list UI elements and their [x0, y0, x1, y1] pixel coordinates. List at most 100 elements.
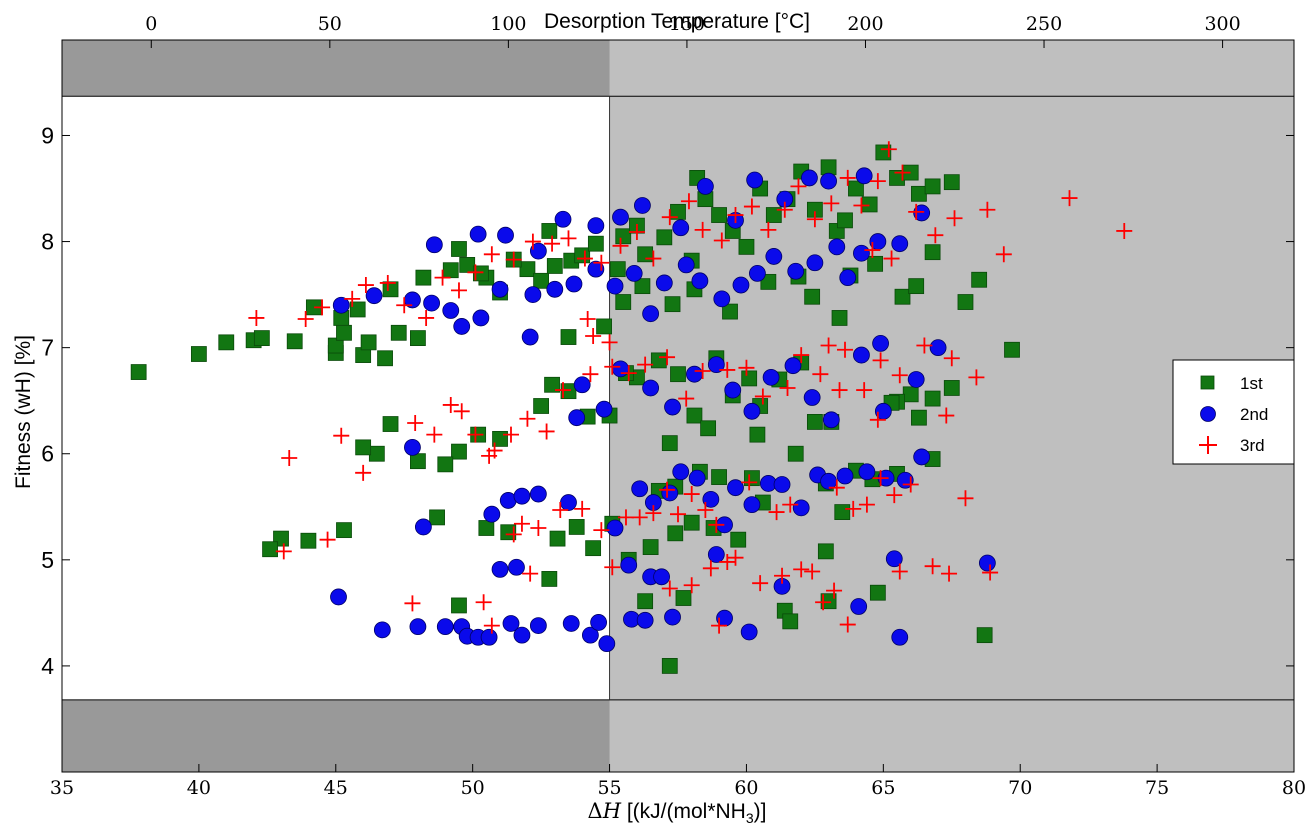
- data-point: [655, 274, 673, 292]
- x-tick-label: 60: [734, 777, 758, 799]
- data-point: [355, 464, 372, 481]
- data-point: [941, 565, 958, 582]
- data-point: [281, 449, 298, 466]
- data-point: [529, 485, 547, 503]
- data-point: [817, 543, 834, 560]
- data-point: [574, 500, 591, 517]
- data-point: [579, 311, 596, 328]
- data-point: [513, 487, 531, 505]
- data-point: [907, 371, 925, 388]
- data-point: [642, 379, 660, 397]
- data-point: [645, 250, 662, 267]
- data-point: [787, 262, 805, 280]
- data-point: [653, 568, 670, 586]
- data-point: [762, 368, 780, 386]
- data-point: [864, 242, 881, 259]
- data-point: [683, 577, 700, 594]
- data-point: [891, 628, 909, 646]
- data-point: [869, 173, 886, 190]
- data-point: [694, 221, 711, 238]
- data-point: [916, 337, 933, 354]
- data-point: [377, 350, 393, 367]
- data-point: [754, 388, 771, 405]
- data-point: [587, 217, 605, 235]
- data-point: [686, 365, 703, 383]
- data-point: [355, 439, 372, 456]
- data-point: [691, 272, 709, 290]
- data-point: [604, 358, 621, 375]
- data-point: [365, 287, 383, 305]
- data-point: [631, 480, 649, 498]
- data-point: [483, 505, 501, 523]
- top-x-axis-label: Desorption Temperature [°C]: [544, 10, 810, 33]
- data-point: [707, 546, 725, 563]
- data-point: [803, 389, 821, 406]
- data-point: [727, 479, 744, 497]
- data-point: [806, 414, 823, 430]
- data-point: [218, 334, 235, 351]
- data-point: [708, 516, 725, 533]
- data-point: [190, 346, 207, 362]
- data-point: [410, 330, 426, 347]
- data-point: [634, 278, 651, 295]
- legend-label-3rd: 3rd: [1240, 436, 1265, 455]
- data-point: [467, 264, 484, 281]
- data-point: [631, 509, 648, 526]
- legend-label-1st: 1st: [1240, 374, 1263, 393]
- data-point: [524, 286, 542, 304]
- data-point: [300, 532, 317, 549]
- data-point: [722, 303, 738, 320]
- data-point: [855, 167, 873, 185]
- data-point: [585, 327, 602, 344]
- x-axis-label-delta: Δ: [588, 799, 603, 823]
- data-point: [683, 486, 700, 503]
- data-point: [480, 628, 498, 646]
- y-tick-label: 7: [41, 335, 54, 361]
- data-point: [560, 230, 577, 247]
- data-point: [436, 618, 454, 636]
- data-point: [924, 244, 941, 261]
- data-point: [911, 409, 927, 426]
- data-point: [765, 207, 782, 223]
- x-tick-label: 65: [871, 777, 895, 799]
- data-point: [711, 469, 727, 485]
- data-point: [667, 525, 684, 542]
- data-point: [426, 426, 443, 443]
- y-tick-label: 4: [41, 653, 54, 679]
- data-point: [601, 334, 618, 351]
- data-point: [568, 409, 586, 427]
- data-point: [995, 246, 1012, 263]
- data-point: [357, 277, 374, 294]
- data-point: [336, 522, 352, 539]
- data-point: [620, 556, 638, 574]
- legend-box: [1172, 359, 1295, 465]
- data-point: [404, 595, 421, 612]
- data-point: [593, 254, 610, 271]
- data-point: [886, 487, 903, 504]
- data-point: [659, 349, 676, 366]
- data-point: [467, 426, 484, 443]
- data-point: [686, 407, 703, 424]
- data-point: [418, 309, 435, 326]
- x-tick-label: 40: [187, 777, 211, 799]
- x-axis-label: ΔH [(kJ/(mol*NH3)]: [588, 799, 767, 825]
- data-point: [683, 514, 700, 531]
- data-point: [724, 381, 742, 399]
- data-point: [533, 272, 550, 289]
- data-point: [853, 244, 870, 262]
- data-point: [497, 226, 514, 244]
- data-point: [820, 159, 837, 176]
- data-point: [744, 470, 760, 487]
- data-point: [475, 594, 492, 611]
- data-point: [911, 185, 927, 202]
- data-point: [867, 255, 884, 272]
- data-point: [434, 269, 451, 286]
- data-point: [483, 246, 500, 263]
- data-point: [546, 280, 564, 298]
- data-point: [743, 198, 760, 215]
- data-point: [908, 278, 925, 295]
- x-axis-label-sub: 3: [746, 810, 754, 825]
- data-point: [555, 382, 572, 399]
- data-point: [826, 582, 843, 599]
- data-point: [319, 531, 336, 548]
